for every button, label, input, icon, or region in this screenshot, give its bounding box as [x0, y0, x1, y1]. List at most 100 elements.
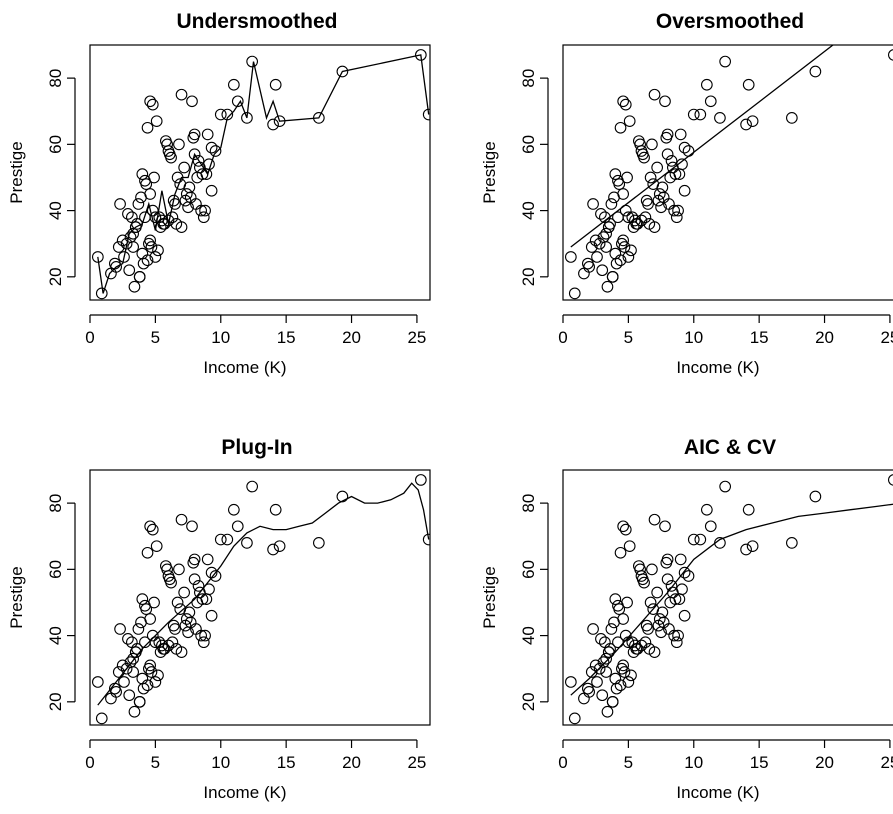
data-point: [201, 128, 214, 141]
data-point: [578, 267, 590, 280]
data-point: [665, 580, 678, 592]
data-point: [746, 115, 759, 128]
data-point: [587, 623, 599, 635]
data-point: [197, 211, 210, 224]
data-point: [742, 503, 755, 516]
data-point: [809, 65, 822, 78]
panel-undersmoothed: Undersmoothed 0 5 10 15 20 25 Income (K) 20 40 60…: [7, 10, 431, 377]
data-point: [614, 679, 627, 692]
data-point: [627, 221, 640, 233]
y-tick-label: 80: [46, 69, 65, 88]
data-point: [809, 490, 822, 503]
data-point: [123, 264, 136, 277]
data-point: [144, 613, 157, 625]
data-point: [596, 264, 609, 277]
x-tick-label: 25: [880, 328, 893, 347]
data-point: [601, 705, 614, 718]
data-point: [652, 619, 665, 632]
data-point: [196, 593, 209, 606]
x-tick-label: 15: [277, 328, 296, 347]
data-point: [186, 95, 198, 108]
data-point: [617, 234, 630, 247]
data-point: [746, 540, 759, 553]
data-point: [606, 695, 619, 708]
data-point: [719, 480, 732, 493]
data-point: [644, 596, 657, 609]
data-point: [136, 672, 149, 685]
data-point: [156, 639, 168, 652]
data-point: [622, 251, 635, 263]
data-point: [659, 520, 671, 533]
data-point: [676, 158, 688, 171]
data-point: [199, 629, 211, 642]
data-point: [144, 188, 157, 200]
data-point: [674, 128, 687, 141]
x-tick-label: 20: [342, 753, 361, 772]
data-point: [694, 533, 707, 546]
data-point: [651, 586, 664, 599]
data-point: [95, 712, 108, 725]
data-point: [129, 221, 142, 233]
data-point: [602, 221, 615, 233]
data-point: [591, 251, 603, 263]
data-point: [205, 184, 218, 197]
data-point: [609, 593, 622, 606]
data-point: [642, 198, 654, 210]
plot-frame: [562, 469, 893, 726]
data-point: [163, 573, 176, 586]
data-point: [209, 145, 222, 157]
data-point: [623, 540, 636, 553]
data-point: [127, 227, 140, 240]
data-point: [589, 234, 602, 247]
data-point: [636, 573, 649, 586]
data-point: [646, 563, 658, 576]
data-point: [593, 662, 606, 675]
y-axis-label: Prestige: [7, 566, 26, 628]
data-point: [617, 188, 630, 200]
data-point: [139, 174, 151, 187]
data-point: [175, 646, 188, 658]
data-point: [601, 280, 614, 293]
data-point: [133, 695, 146, 708]
data-point: [609, 672, 622, 685]
data-point: [674, 553, 687, 566]
x-tick-label: 15: [277, 753, 296, 772]
data-point: [132, 623, 145, 635]
data-point: [175, 221, 188, 233]
data-point: [227, 503, 240, 516]
data-point: [612, 174, 624, 187]
data-point: [614, 546, 627, 559]
data-point: [581, 257, 594, 270]
data-point: [647, 603, 660, 615]
data-point: [141, 254, 154, 267]
data-point: [595, 208, 607, 220]
x-tick-label: 15: [750, 328, 769, 347]
data-point: [227, 78, 240, 91]
data-point: [629, 639, 641, 652]
data-point: [634, 138, 647, 151]
data-point: [606, 270, 619, 283]
x-tick-label: 25: [407, 753, 426, 772]
data-point: [785, 537, 798, 549]
smoother-curve: [97, 482, 430, 706]
data-point: [273, 540, 286, 553]
data-point: [619, 98, 632, 111]
x-tick-label: 5: [624, 753, 633, 772]
data-point: [149, 676, 162, 688]
data-point: [127, 241, 140, 253]
data-point: [141, 121, 154, 134]
smoother-curve: [97, 54, 430, 294]
data-point: [682, 570, 695, 582]
data-point: [187, 131, 200, 144]
data-point: [179, 619, 192, 632]
data-point: [742, 78, 755, 91]
x-axis-label: Income (K): [203, 358, 286, 377]
data-point: [146, 629, 159, 642]
data-point: [678, 184, 691, 197]
data-point: [596, 689, 609, 702]
data-point: [201, 553, 214, 566]
data-point: [116, 659, 129, 672]
data-point: [595, 633, 607, 645]
data-point: [591, 676, 603, 688]
x-tick-label: 10: [684, 753, 703, 772]
